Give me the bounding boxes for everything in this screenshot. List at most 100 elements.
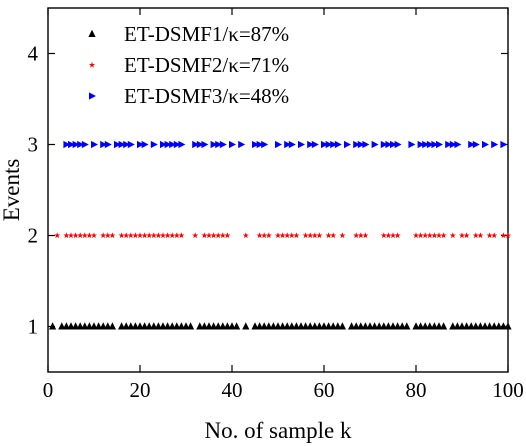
data-point: [307, 140, 315, 149]
data-point: [284, 140, 292, 149]
data-point: [339, 232, 346, 239]
data-point: [49, 322, 57, 330]
data-point: [500, 232, 507, 239]
data-point: [445, 140, 453, 149]
data-point: [127, 232, 134, 239]
data-point: [196, 140, 204, 149]
data-point: [371, 322, 379, 330]
data-point: [389, 322, 397, 330]
data-point: [435, 322, 443, 330]
data-point: [458, 232, 466, 239]
data-point: [453, 322, 461, 330]
data-point: [307, 232, 314, 239]
data-point: [104, 322, 112, 330]
data-point: [210, 322, 218, 330]
data-point: [164, 140, 172, 149]
data-point: [344, 140, 351, 149]
data-point: [398, 322, 406, 330]
data-point: [178, 140, 186, 149]
data-point: [302, 322, 310, 330]
data-point: [408, 140, 416, 149]
data-point: [265, 322, 273, 330]
data-point: [430, 322, 438, 330]
x-tick-label: 40: [222, 378, 243, 402]
data-point: [394, 140, 402, 149]
data-point: [348, 322, 356, 330]
x-tick-label: 20: [130, 378, 151, 402]
data-point: [449, 322, 457, 330]
data-point: [229, 140, 236, 149]
data-point: [252, 140, 259, 149]
data-point: [361, 322, 369, 330]
data-point: [150, 140, 158, 149]
data-point: [495, 322, 503, 330]
data-point: [159, 232, 167, 239]
data-point: [476, 322, 484, 330]
data-point: [150, 232, 157, 239]
data-point: [173, 140, 181, 149]
legend-marker: [88, 61, 96, 68]
legend-entry-1: ET-DSMF1/κ=87%: [88, 22, 289, 46]
series-3: [63, 140, 508, 149]
plot-frame: [47, 7, 509, 373]
data-point: [118, 232, 125, 239]
data-point: [274, 322, 282, 330]
data-point: [242, 322, 250, 330]
data-point: [334, 322, 342, 330]
data-point: [292, 322, 300, 330]
data-point: [417, 322, 425, 330]
data-point: [76, 322, 84, 330]
data-point: [63, 232, 70, 239]
data-point: [90, 322, 98, 330]
data-point: [329, 322, 337, 330]
data-point: [269, 322, 277, 330]
data-point: [380, 140, 388, 149]
data-point: [81, 140, 89, 149]
y-tick-label: 4: [28, 42, 39, 66]
data-point: [104, 140, 112, 149]
data-point: [297, 322, 305, 330]
legend-label: ET-DSMF3/κ=48%: [124, 84, 289, 108]
data-point: [283, 322, 291, 330]
data-point: [256, 232, 263, 239]
data-point: [279, 322, 287, 330]
data-point: [486, 322, 494, 330]
data-point: [504, 232, 512, 239]
data-point: [320, 322, 328, 330]
axis-ticks: 0 20 40 60 80 100 1 2 3 4: [28, 8, 524, 402]
data-point: [260, 322, 268, 330]
data-point: [288, 322, 296, 330]
data-point: [173, 232, 180, 239]
data-point: [334, 140, 342, 149]
data-point: [384, 322, 392, 330]
data-point: [311, 140, 319, 149]
data-point: [242, 232, 249, 239]
data-point: [77, 232, 84, 239]
data-point: [426, 322, 434, 330]
data-point: [500, 140, 508, 149]
y-tick-label: 3: [28, 133, 39, 157]
data-point: [357, 140, 365, 149]
data-point: [454, 140, 462, 149]
data-point: [104, 232, 111, 239]
data-point: [114, 140, 121, 149]
data-point: [390, 140, 397, 149]
data-point: [136, 232, 144, 239]
data-point: [72, 322, 80, 330]
data-point: [150, 322, 158, 330]
data-point: [215, 140, 223, 149]
data-point: [210, 140, 218, 149]
data-point: [154, 322, 162, 330]
data-point: [100, 140, 108, 149]
data-point: [90, 232, 98, 239]
series-1: [49, 322, 512, 330]
data-point: [122, 322, 130, 330]
data-point: [224, 232, 231, 239]
data-point: [482, 140, 489, 149]
data-point: [118, 322, 126, 330]
data-point: [155, 232, 162, 239]
data-point: [265, 232, 272, 239]
plot-area: [47, 7, 509, 373]
data-point: [293, 232, 300, 239]
data-point: [137, 140, 144, 149]
